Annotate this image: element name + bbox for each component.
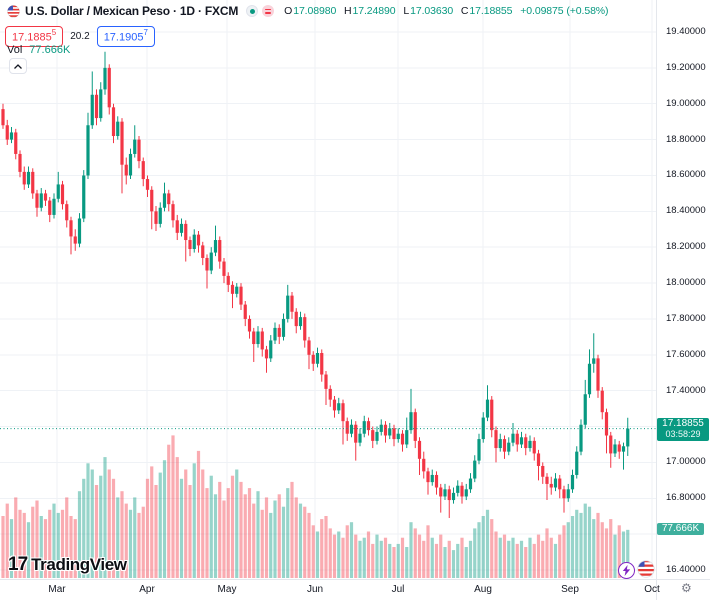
price-tick-label: 17.00000	[666, 456, 706, 468]
current-price-value: 17.18855	[662, 417, 704, 429]
source-dot-icon[interactable]	[246, 5, 259, 17]
price-tick-label: 18.20000	[666, 241, 706, 253]
high-value: 17.24890	[352, 5, 396, 17]
axis-settings-gear-icon[interactable]: ⚙	[681, 581, 692, 595]
ohlc-values: O17.08980 H17.24890 L17.03630 C17.18855 …	[284, 5, 608, 17]
change-value: +0.09875 (+0.58%)	[520, 5, 609, 17]
high-label: H	[344, 5, 352, 17]
open-value: 17.08980	[293, 5, 337, 17]
vol-label: Vol	[7, 44, 23, 56]
spread-value: 20.2	[70, 30, 90, 42]
time-axis-label: Oct	[644, 584, 660, 595]
volume-badge: 77.666K	[657, 522, 704, 535]
us-session-flag-button[interactable]	[637, 560, 655, 578]
time-axis-label: Apr	[139, 584, 155, 595]
lightning-icon	[622, 565, 631, 576]
collapse-legend-button[interactable]	[9, 58, 27, 74]
low-value: 17.03630	[410, 5, 454, 17]
price-tick-label: 16.40000	[666, 564, 706, 575]
tradingview-mark-icon: 17	[8, 554, 28, 575]
price-tick-label: 18.60000	[666, 169, 706, 181]
price-tick-label: 17.80000	[666, 312, 706, 324]
price-tick-label: 19.00000	[666, 97, 706, 109]
time-axis-label: Mar	[48, 584, 66, 595]
price-tick-label: 19.40000	[666, 26, 706, 37]
volume-indicator-legend[interactable]: Vol 77.666K	[7, 44, 70, 56]
time-axis-label: May	[217, 584, 237, 595]
price-tick-label: 16.80000	[666, 492, 706, 504]
open-label: O	[284, 5, 293, 17]
time-axis-label: Jul	[391, 584, 405, 595]
tradingview-wordmark: TradingView	[31, 555, 127, 574]
price-tick-label: 17.60000	[666, 348, 706, 360]
price-tick-label: 18.00000	[666, 277, 706, 289]
bar-countdown: 03:58:29	[665, 428, 701, 439]
price-tick-label: 17.40000	[666, 384, 706, 396]
close-value: 17.18855	[469, 5, 513, 17]
vol-value: 77.666K	[29, 44, 71, 56]
close-label: C	[460, 5, 469, 17]
indicator-menu-icon[interactable]	[262, 5, 275, 17]
symbol-legend[interactable]: U.S. Dollar / Mexican Peso · 1D · FXCM O…	[7, 3, 609, 19]
time-axis-label: Sep	[561, 584, 579, 595]
price-tick-label: 18.40000	[666, 205, 706, 217]
bid-ask-row: 17.18855 20.2 17.19057	[5, 26, 155, 47]
sell-button[interactable]: 17.18855	[5, 26, 64, 47]
buy-pip-sup: 7	[143, 28, 148, 37]
tradingview-logo[interactable]: 17 TradingView	[8, 554, 127, 576]
symbol-title[interactable]: U.S. Dollar / Mexican Peso · 1D · FXCM	[25, 4, 239, 18]
current-price-badge: 17.18855 03:58:29	[657, 417, 709, 441]
low-label: L	[403, 5, 410, 17]
instant-trading-button[interactable]	[618, 562, 635, 579]
time-axis-label: Aug	[474, 584, 492, 595]
sell-pip-sup: 5	[51, 28, 57, 37]
price-tick-label: 18.80000	[666, 133, 706, 145]
buy-button[interactable]: 17.19057	[96, 26, 155, 47]
price-tick-label: 19.20000	[666, 61, 706, 73]
time-axis-label: Jun	[306, 584, 324, 595]
us-flag-icon	[7, 4, 20, 18]
chevron-up-icon	[14, 63, 22, 69]
